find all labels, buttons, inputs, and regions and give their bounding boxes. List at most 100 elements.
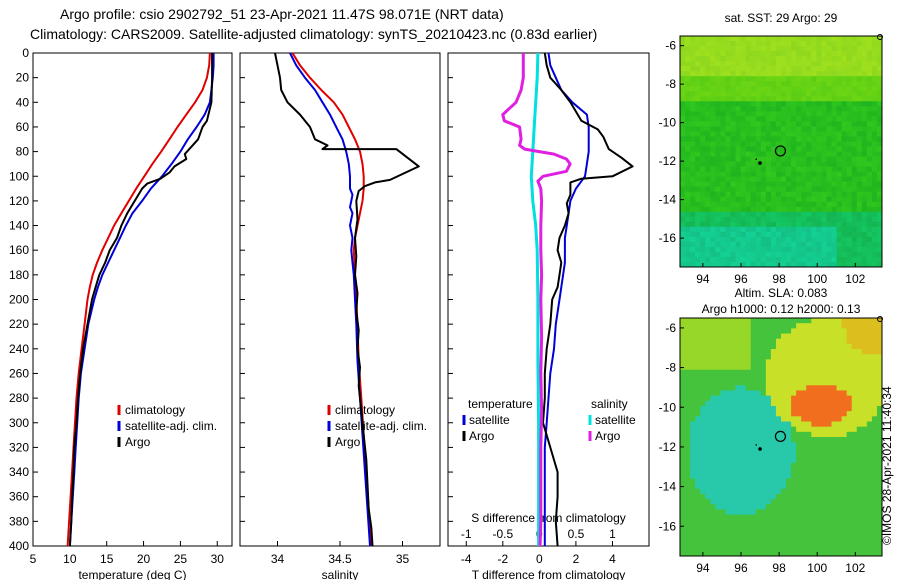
map-cell: [720, 359, 726, 365]
map-cell: [861, 545, 868, 552]
map-cell: [816, 550, 822, 557]
map-cell: [806, 231, 812, 238]
map-cell: [760, 493, 767, 500]
map-cell: [791, 136, 797, 142]
map-cell: [801, 478, 807, 484]
map-cell: [695, 106, 701, 112]
map-cell: [821, 437, 827, 443]
map-cell: [710, 126, 716, 132]
map-cell: [730, 66, 736, 72]
map-cell: [695, 514, 701, 521]
map-cell: [680, 151, 686, 157]
map-cell: [725, 405, 731, 412]
map-cell: [775, 452, 782, 459]
map-cell: [786, 416, 792, 422]
map-cell: [725, 171, 731, 178]
map-cell: [710, 524, 716, 531]
map-cell: [866, 196, 873, 203]
map-cell: [821, 390, 827, 396]
map-cell: [740, 161, 747, 167]
map-cell: [866, 101, 873, 107]
map-cell: [811, 359, 817, 365]
map-cell: [826, 509, 832, 515]
map-cell: [710, 431, 716, 438]
map-cell: [841, 390, 848, 396]
map-cell: [851, 457, 858, 464]
map-cell: [770, 201, 777, 208]
map-cell: [811, 241, 817, 248]
map-cell: [680, 156, 686, 162]
map-cell: [695, 416, 701, 422]
map-cell: [690, 447, 696, 453]
map-cell: [836, 211, 842, 218]
map-cell: [730, 71, 736, 77]
map-cell: [861, 530, 868, 536]
map-cell: [841, 151, 848, 157]
map-cell: [816, 106, 822, 112]
map-cell: [760, 437, 767, 443]
map-cell: [750, 483, 757, 490]
map-cell: [836, 545, 842, 552]
map-y-tick-label: -16: [659, 519, 677, 533]
map-cell: [836, 416, 842, 422]
map-cell: [765, 256, 772, 263]
map-cell: [685, 151, 691, 157]
map-cell: [786, 473, 792, 479]
salinity-series-satellite-adj-clim-: [289, 52, 371, 547]
map-cell: [841, 161, 848, 167]
map-cell: [735, 191, 741, 198]
map-cell: [811, 156, 817, 162]
map-cell: [786, 156, 792, 162]
map-cell: [796, 421, 802, 428]
map-cell: [715, 191, 721, 198]
map-cell: [770, 411, 777, 417]
map-cell: [856, 221, 863, 228]
map-cell: [735, 161, 741, 167]
map-cell: [831, 66, 837, 72]
map-cell: [705, 550, 711, 557]
map-cell: [680, 61, 686, 67]
map-cell: [866, 56, 873, 62]
map-cell: [705, 236, 711, 243]
map-cell: [700, 452, 706, 459]
map-cell: [801, 437, 807, 443]
map-cell: [775, 416, 782, 422]
map-cell: [700, 131, 706, 137]
map-cell: [836, 126, 842, 132]
map-cell: [720, 524, 726, 531]
map-cell: [806, 405, 812, 412]
map-cell: [745, 400, 752, 407]
map-cell: [710, 216, 716, 223]
map-cell: [826, 333, 832, 340]
map-cell: [690, 141, 696, 147]
map-cell: [710, 196, 716, 203]
map-cell: [740, 318, 747, 324]
map-cell: [816, 462, 822, 469]
map-cell: [770, 56, 777, 62]
map-cell: [846, 333, 853, 340]
map-cell: [730, 96, 736, 102]
depth-tick-label: 340: [9, 465, 29, 479]
map-cell: [755, 452, 762, 459]
map-cell: [816, 411, 822, 417]
map-cell: [811, 540, 817, 547]
map-cell: [841, 524, 848, 531]
map-cell: [866, 176, 873, 183]
map-cell: [781, 231, 787, 238]
map-cell: [765, 191, 772, 198]
map-cell: [685, 514, 691, 521]
map-cell: [685, 364, 691, 371]
map-cell: [871, 395, 878, 402]
map-cell: [695, 216, 701, 223]
map-cell: [871, 369, 878, 376]
map-cell: [680, 545, 686, 552]
map-cell: [705, 131, 711, 137]
map-cell: [836, 96, 842, 102]
map-cell: [730, 116, 736, 122]
map-cell: [720, 206, 726, 213]
map-cell: [690, 452, 696, 459]
map-cell: [680, 447, 686, 453]
map-cell: [861, 504, 868, 510]
map-cell: [796, 535, 802, 541]
map-cell: [876, 519, 883, 526]
